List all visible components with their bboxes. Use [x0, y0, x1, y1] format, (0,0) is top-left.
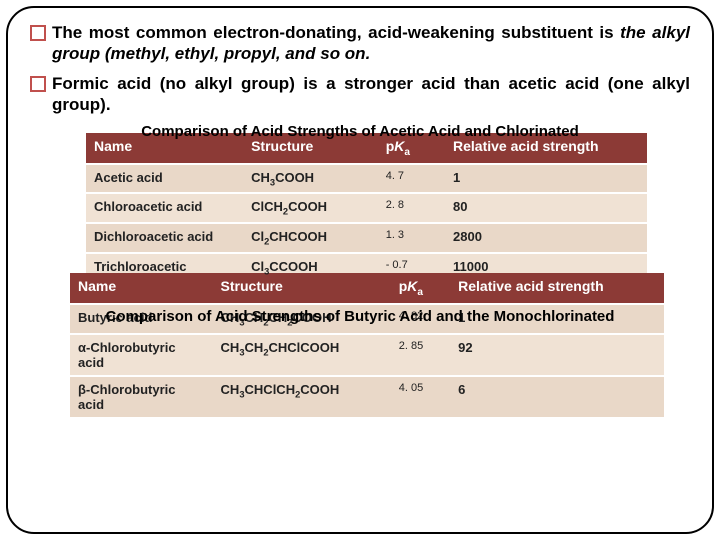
cell-text: - 0.7 — [386, 259, 408, 271]
cell-text: Dichloroacetic acid — [94, 229, 213, 244]
bullet-2-pre: Formic acid (no alkyl group) is a strong… — [52, 74, 690, 114]
cell-strength: 6 — [450, 376, 664, 418]
cell-name: Butyric acid — [70, 304, 213, 334]
cell-name: Chloroacetic acid — [86, 193, 243, 223]
cell-structure: CH3COOH — [243, 164, 378, 194]
cell-text: Trichloroacetic — [94, 259, 186, 274]
cell-text: 4. 05 — [399, 382, 423, 394]
cell-pka: 4. 05 — [391, 376, 450, 418]
col-label: Relative acid strength — [458, 278, 604, 294]
cell-strength: 92 — [450, 334, 664, 376]
table2-col-pka: pKa — [391, 273, 450, 304]
bullet-1-pre: The most common electron-donating, acid-… — [52, 23, 620, 42]
cell-pka: 1. 3 — [378, 223, 445, 253]
cell-text: 80 — [453, 199, 467, 214]
col-label: Structure — [251, 138, 313, 154]
table-row: Dichloroacetic acid Cl2CHCOOH 1. 3 2800 — [86, 223, 647, 253]
cell-pka: 4. 82 — [391, 304, 450, 334]
cell-strength: 1 — [450, 304, 664, 334]
cell-text: 1 — [453, 170, 460, 185]
bullet-2-text: Formic acid (no alkyl group) is a strong… — [52, 73, 690, 116]
table2-header-row: Name Structure pKa Relative acid strengt… — [70, 273, 664, 304]
cell-text: 2. 8 — [386, 199, 404, 211]
table2-col-name: Name — [70, 273, 213, 304]
acid-table-1: Name Structure pKa Relative acid strengt… — [86, 133, 647, 283]
col-label: Name — [94, 138, 132, 154]
cell-text: 11000 — [453, 259, 488, 274]
col-label: Structure — [221, 278, 283, 294]
cell-strength: 2800 — [445, 223, 647, 253]
col-label: Relative acid strength — [453, 138, 599, 154]
cell-text: Acetic acid — [94, 170, 163, 185]
cell-text: Butyric acid — [78, 310, 152, 325]
cell-text: 4. 82 — [399, 310, 423, 322]
bullet-2: Formic acid (no alkyl group) is a strong… — [30, 73, 690, 116]
cell-structure: ClCH2COOH — [243, 193, 378, 223]
cell-strength: 1 — [445, 164, 647, 194]
cell-structure: CH3CHClCH2COOH — [213, 376, 391, 418]
cell-text: 1 — [458, 310, 465, 325]
cell-name: α-Chlorobutyric acid — [70, 334, 213, 376]
cell-pka: 2. 8 — [378, 193, 445, 223]
col-label: Name — [78, 278, 116, 294]
slide-frame: The most common electron-donating, acid-… — [6, 6, 714, 534]
table-row: Butyric acid CH3CH2CH2COOH 4. 82 1 — [70, 304, 664, 334]
cell-text: 2. 85 — [399, 340, 423, 352]
square-bullet-icon — [30, 76, 46, 92]
acid-table-2: Name Structure pKa Relative acid strengt… — [70, 273, 664, 418]
cell-text: 2800 — [453, 229, 482, 244]
cell-name: Dichloroacetic acid — [86, 223, 243, 253]
cell-text: 92 — [458, 340, 472, 355]
cell-text: 4. 7 — [386, 170, 404, 182]
cell-strength: 80 — [445, 193, 647, 223]
cell-structure: CH3CH2CHClCOOH — [213, 334, 391, 376]
cell-pka: 4. 7 — [378, 164, 445, 194]
cell-text: 6 — [458, 382, 465, 397]
bullet-1: The most common electron-donating, acid-… — [30, 22, 690, 65]
bullet-1-text: The most common electron-donating, acid-… — [52, 22, 690, 65]
cell-structure: CH3CH2CH2COOH — [213, 304, 391, 334]
table-row: Acetic acid CH3COOH 4. 7 1 — [86, 164, 647, 194]
cell-text: Chloroacetic acid — [94, 199, 202, 214]
table-row: α-Chlorobutyric acid CH3CH2CHClCOOH 2. 8… — [70, 334, 664, 376]
cell-name: Acetic acid — [86, 164, 243, 194]
cell-text: 1. 3 — [386, 229, 404, 241]
table-row: Chloroacetic acid ClCH2COOH 2. 8 80 — [86, 193, 647, 223]
cell-structure: Cl2CHCOOH — [243, 223, 378, 253]
table1-col-strength: Relative acid strength — [445, 133, 647, 164]
table-row: β-Chlorobutyric acid CH3CHClCH2COOH 4. 0… — [70, 376, 664, 418]
square-bullet-icon — [30, 25, 46, 41]
table2-col-strength: Relative acid strength — [450, 273, 664, 304]
table2-col-structure: Structure — [213, 273, 391, 304]
cell-name: β-Chlorobutyric acid — [70, 376, 213, 418]
cell-pka: 2. 85 — [391, 334, 450, 376]
